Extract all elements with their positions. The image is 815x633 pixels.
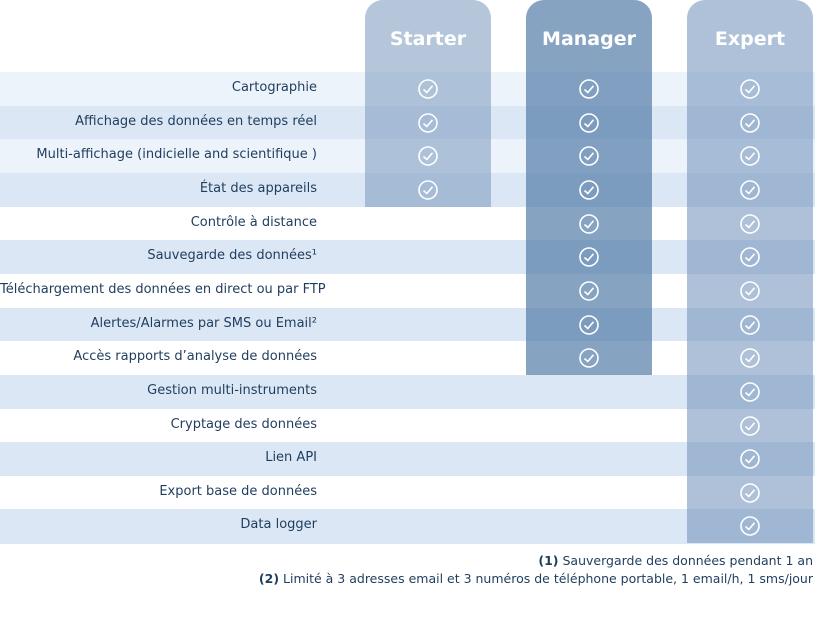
check-icon	[739, 415, 761, 437]
check-icon	[578, 213, 600, 235]
row-band	[0, 240, 815, 275]
feature-label: Accès rapports d’analyse de données	[73, 349, 317, 365]
check-icon	[578, 145, 600, 167]
plan-column	[526, 0, 652, 375]
check-icon	[739, 280, 761, 302]
plan-column	[365, 0, 491, 207]
check-icon	[739, 78, 761, 100]
check-icon	[739, 515, 761, 537]
row-band	[0, 475, 815, 510]
check-icon	[739, 314, 761, 336]
plan-name: Expert	[714, 28, 786, 50]
check-icon	[417, 145, 439, 167]
check-icon	[739, 448, 761, 470]
row-band	[0, 206, 815, 241]
footnote-marker: (2)	[258, 571, 280, 586]
feature-label: Téléchargement des données en direct ou …	[0, 281, 326, 297]
check-icon	[578, 246, 600, 268]
feature-label: Affichage des données en temps réel	[75, 113, 317, 129]
check-icon	[739, 246, 761, 268]
check-icon	[578, 112, 600, 134]
check-icon	[417, 112, 439, 134]
check-icon	[739, 179, 761, 201]
feature-label: Data logger	[240, 517, 317, 533]
footnote: (1) Sauvergarde des données pendant 1 an	[538, 553, 813, 568]
feature-label: Contrôle à distance	[190, 214, 317, 230]
footnote: (2) Limité à 3 adresses email et 3 numér…	[259, 571, 813, 586]
check-icon	[578, 280, 600, 302]
row-band	[0, 408, 815, 443]
feature-label: Alertes/Alarmes par SMS ou Email²	[90, 315, 317, 331]
footnote-marker: (1)	[538, 553, 559, 568]
feature-label: Export base de données	[159, 483, 317, 499]
plan-name: Manager	[542, 28, 636, 50]
row-band	[0, 273, 815, 309]
feature-label: Multi-affichage (indicielle and scientif…	[36, 147, 317, 163]
check-icon	[739, 112, 761, 134]
check-icon	[739, 381, 761, 403]
feature-label: Cryptage des données	[170, 416, 317, 432]
check-icon	[578, 179, 600, 201]
footnote-text: Sauvergarde des données pendant 1 an	[562, 553, 814, 568]
feature-label: Lien API	[265, 450, 317, 466]
check-icon	[578, 347, 600, 369]
footnote-text: Limité à 3 adresses email et 3 numéros d…	[283, 571, 813, 586]
row-band	[0, 509, 815, 544]
feature-label: Cartographie	[231, 80, 317, 95]
row-band	[0, 307, 815, 342]
check-icon	[739, 213, 761, 235]
check-icon	[739, 347, 761, 369]
check-icon	[578, 78, 600, 100]
check-icon	[739, 482, 761, 504]
check-icon	[417, 179, 439, 201]
row-band	[0, 442, 815, 477]
feature-label: Sauvegarde des données¹	[147, 248, 317, 264]
feature-label: Gestion multi-instruments	[147, 382, 317, 398]
check-icon	[578, 314, 600, 336]
check-icon	[417, 78, 439, 100]
row-band	[0, 374, 815, 409]
check-icon	[739, 145, 761, 167]
plan-name: Starter	[389, 28, 467, 50]
row-band	[0, 341, 815, 376]
feature-label: État des appareils	[199, 180, 317, 196]
